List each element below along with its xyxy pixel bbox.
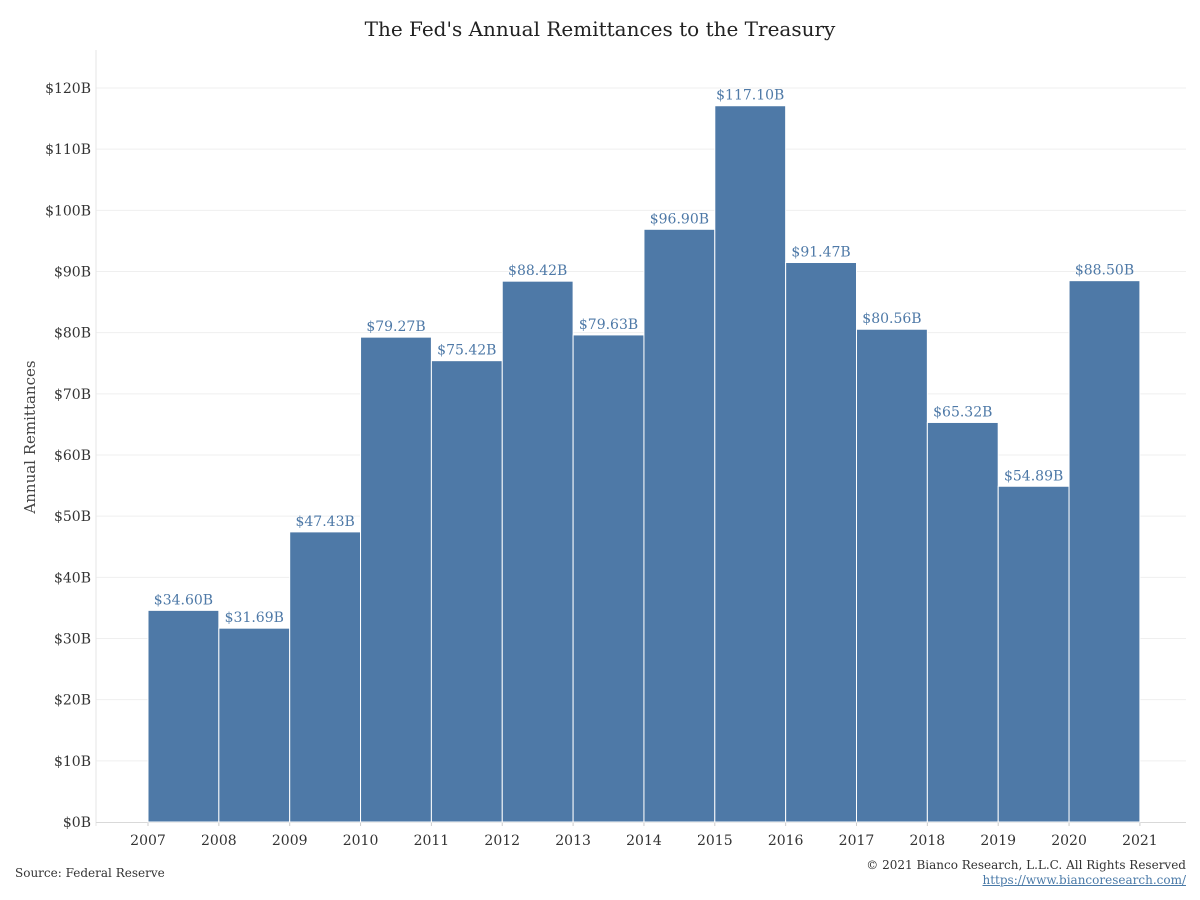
bar bbox=[926, 421, 999, 823]
y-tick-label: $100B bbox=[45, 203, 91, 219]
bar bbox=[218, 627, 291, 823]
value-label: $91.47B bbox=[791, 245, 850, 261]
bar bbox=[430, 360, 503, 823]
bar bbox=[289, 531, 362, 823]
value-label: $117.10B bbox=[716, 88, 784, 104]
value-label: $80.56B bbox=[862, 311, 921, 327]
value-labels: $34.60B $31.69B $47.43B $79.27B $75.42B $88.4… bbox=[154, 88, 1134, 626]
value-label: $31.69B bbox=[225, 610, 284, 626]
bar bbox=[360, 336, 432, 823]
bar bbox=[572, 334, 645, 823]
x-tick-label: 2010 bbox=[343, 833, 379, 849]
y-tick-label: $110B bbox=[45, 142, 91, 158]
y-tick-label: $0B bbox=[63, 815, 91, 831]
bars bbox=[147, 105, 1141, 823]
bar bbox=[785, 262, 858, 823]
y-tick-label: $80B bbox=[54, 326, 91, 342]
bar bbox=[856, 328, 928, 823]
x-tick-label: 2019 bbox=[980, 833, 1016, 849]
copyright-text: © 2021 Bianco Research, L.L.C. All Right… bbox=[866, 858, 1186, 872]
x-tick-label: 2021 bbox=[1122, 833, 1158, 849]
bar bbox=[1068, 280, 1141, 823]
axes: $0B $10B $20B $30B $40B $50B $60B $70B $80B $90B $… bbox=[45, 50, 1186, 849]
value-label: $96.90B bbox=[650, 211, 709, 227]
y-axis-title: Annual Remittances bbox=[21, 360, 39, 514]
y-tick-label: $10B bbox=[54, 754, 91, 770]
x-tick-label: 2016 bbox=[768, 833, 804, 849]
value-label: $65.32B bbox=[933, 404, 992, 420]
bar bbox=[714, 105, 787, 823]
x-tick-label: 2015 bbox=[697, 833, 733, 849]
bar bbox=[147, 609, 220, 823]
value-label: $47.43B bbox=[295, 514, 354, 530]
x-tick-label: 2008 bbox=[201, 833, 237, 849]
value-label: $34.60B bbox=[154, 592, 213, 608]
value-label: $88.50B bbox=[1075, 263, 1134, 279]
y-tick-label: $60B bbox=[54, 448, 91, 464]
bar bbox=[643, 228, 716, 823]
y-tick-label: $50B bbox=[54, 509, 91, 525]
y-tick-label: $40B bbox=[54, 570, 91, 586]
bar bbox=[501, 280, 574, 823]
source-note: Source: Federal Reserve bbox=[15, 866, 165, 880]
value-label: $75.42B bbox=[437, 343, 496, 359]
value-label: $88.42B bbox=[508, 263, 567, 279]
chart-title: The Fed's Annual Remittances to the Trea… bbox=[364, 17, 836, 41]
value-label: $54.89B bbox=[1004, 468, 1063, 484]
y-tick-label: $30B bbox=[54, 632, 91, 648]
x-tick-label: 2013 bbox=[555, 833, 591, 849]
y-tick-label: $70B bbox=[54, 387, 91, 403]
x-tick-label: 2014 bbox=[626, 833, 662, 849]
y-tick-label: $120B bbox=[45, 81, 91, 97]
x-tick-label: 2018 bbox=[910, 833, 946, 849]
bar bbox=[997, 485, 1070, 823]
value-label: $79.63B bbox=[579, 317, 638, 333]
y-tick-label: $90B bbox=[54, 265, 91, 281]
x-tick-label: 2017 bbox=[839, 833, 875, 849]
x-tick-label: 2007 bbox=[130, 833, 166, 849]
x-tick-label: 2012 bbox=[484, 833, 520, 849]
y-tick-label: $20B bbox=[54, 693, 91, 709]
x-tick-label: 2020 bbox=[1051, 833, 1087, 849]
x-tick-label: 2009 bbox=[272, 833, 308, 849]
x-tick-label: 2011 bbox=[414, 833, 450, 849]
website-link[interactable]: https://www.biancoresearch.com/ bbox=[982, 873, 1186, 887]
footer-credits: © 2021 Bianco Research, L.L.C. All Right… bbox=[866, 858, 1186, 888]
value-label: $79.27B bbox=[366, 319, 425, 335]
